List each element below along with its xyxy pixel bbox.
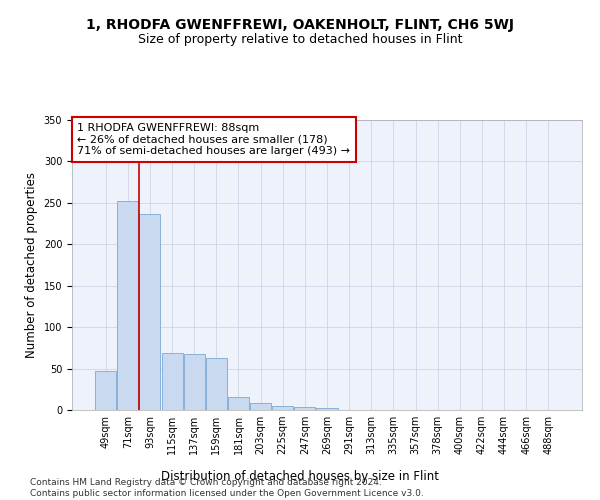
Bar [272, 406, 293, 410]
Text: 1, RHODFA GWENFFREWI, OAKENHOLT, FLINT, CH6 5WJ: 1, RHODFA GWENFFREWI, OAKENHOLT, FLINT, … [86, 18, 514, 32]
Text: Distribution of detached houses by size in Flint: Distribution of detached houses by size … [161, 470, 439, 483]
Text: 1 RHODFA GWENFFREWI: 88sqm
← 26% of detached houses are smaller (178)
71% of sem: 1 RHODFA GWENFFREWI: 88sqm ← 26% of deta… [77, 123, 350, 156]
Text: Size of property relative to detached houses in Flint: Size of property relative to detached ho… [138, 32, 462, 46]
Bar [139, 214, 160, 410]
Bar [161, 353, 182, 410]
Bar [316, 408, 338, 410]
Bar [295, 406, 316, 410]
Text: Contains HM Land Registry data © Crown copyright and database right 2024.
Contai: Contains HM Land Registry data © Crown c… [30, 478, 424, 498]
Bar [118, 201, 139, 410]
Y-axis label: Number of detached properties: Number of detached properties [25, 172, 38, 358]
Bar [184, 354, 205, 410]
Bar [206, 358, 227, 410]
Bar [250, 404, 271, 410]
Bar [95, 371, 116, 410]
Bar [228, 396, 249, 410]
